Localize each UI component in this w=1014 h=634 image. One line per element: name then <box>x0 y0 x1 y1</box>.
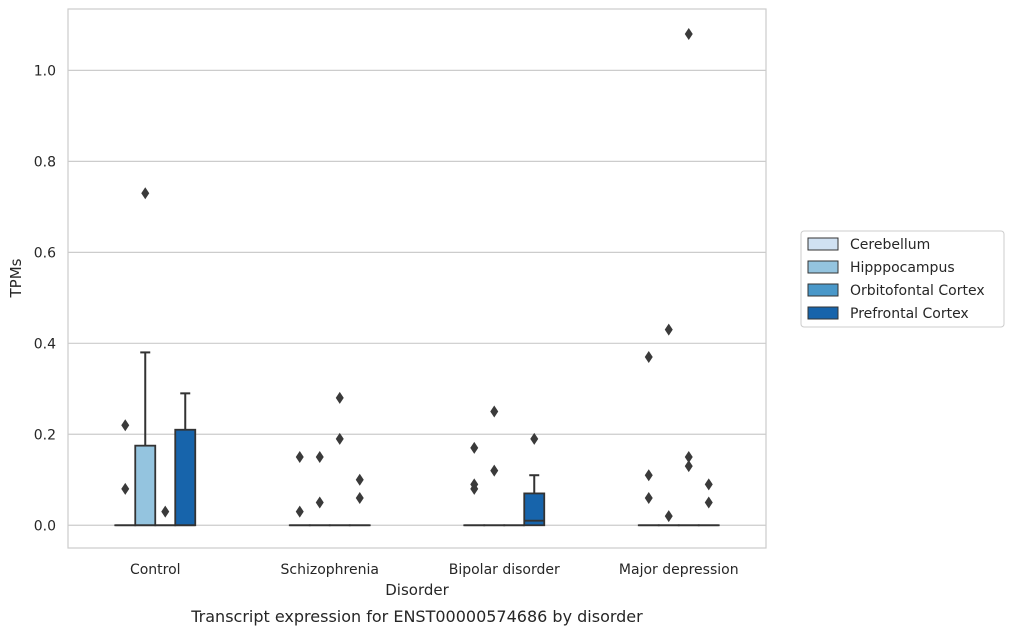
outlier-point <box>644 491 653 504</box>
box-group <box>483 405 506 527</box>
box <box>174 428 197 527</box>
legend-label: Orbitofontal Cortex <box>850 283 985 299</box>
outlier-point <box>684 451 693 464</box>
outlier-point <box>644 350 653 363</box>
y-tick-label: 1.0 <box>34 63 56 79</box>
legend-swatch <box>807 237 839 251</box>
chart-caption: Transcript expression for ENST0000057468… <box>190 607 643 626</box>
x-axis-ticks: Control Schizophrenia Bipolar disorder Majo… <box>130 562 739 578</box>
x-tick-label: Major depression <box>619 562 739 578</box>
outlier-point <box>335 432 344 445</box>
box-group <box>677 28 700 527</box>
outlier-point <box>490 405 499 418</box>
legend-label: Cerebellum <box>850 237 930 253</box>
outlier-point <box>664 323 673 336</box>
outlier-point <box>315 496 324 509</box>
box-group <box>637 350 660 527</box>
outlier-point <box>530 432 539 445</box>
outlier-point <box>704 478 713 491</box>
outlier-point <box>141 187 150 200</box>
plot-marks <box>114 28 720 527</box>
box-group <box>328 391 351 527</box>
outlier-point <box>315 451 324 464</box>
x-tick-label: Control <box>130 562 181 578</box>
y-tick-label: 0.4 <box>34 336 56 352</box>
y-tick-label: 0.8 <box>34 154 56 170</box>
outlier-point <box>355 491 364 504</box>
box-group <box>288 451 311 527</box>
outlier-point <box>684 460 693 473</box>
outlier-point <box>121 419 130 432</box>
x-axis-label: Disorder <box>385 581 449 599</box>
outlier-point <box>470 478 479 491</box>
legend: Cerebellum Hipppocampus Orbitofontal Corte… <box>800 230 1005 328</box>
box-group <box>657 323 680 527</box>
outlier-point <box>295 505 304 518</box>
box-group <box>523 432 546 527</box>
outlier-point <box>664 510 673 523</box>
legend-swatch <box>807 306 839 320</box>
outlier-point <box>684 28 693 41</box>
outlier-point <box>161 505 170 518</box>
box-group <box>114 419 137 527</box>
outlier-point <box>121 482 130 495</box>
y-axis-label: TPMs <box>7 258 25 298</box>
outlier-point <box>704 496 713 509</box>
y-tick-label: 0.2 <box>34 427 56 443</box>
outlier-point <box>295 451 304 464</box>
legend-label: Prefrontal Cortex <box>850 306 969 322</box>
outlier-point <box>644 469 653 482</box>
legend-label: Hipppocampus <box>850 260 955 276</box>
legend-swatch <box>807 260 839 274</box>
outlier-point <box>470 441 479 454</box>
box-group <box>154 505 177 527</box>
box-group <box>134 187 157 527</box>
box-group <box>697 478 720 527</box>
x-tick-label: Schizophrenia <box>281 562 379 578</box>
box <box>523 492 546 527</box>
outlier-point <box>335 391 344 404</box>
outlier-point <box>355 473 364 486</box>
box-group <box>463 441 486 527</box>
gridlines <box>68 69 766 526</box>
legend-swatch <box>807 283 839 297</box>
box-group <box>174 392 197 527</box>
outlier-point <box>490 464 499 477</box>
y-axis-ticks: 0.0 0.2 0.4 0.6 0.8 1.0 <box>34 63 56 534</box>
box-group <box>308 451 331 527</box>
y-tick-label: 0.0 <box>34 518 56 534</box>
box-group <box>348 473 371 527</box>
legend-frame <box>800 230 1005 328</box>
y-tick-label: 0.6 <box>34 245 56 261</box>
box <box>134 444 157 527</box>
x-tick-label: Bipolar disorder <box>449 562 560 578</box>
plot-frame <box>67 8 767 549</box>
